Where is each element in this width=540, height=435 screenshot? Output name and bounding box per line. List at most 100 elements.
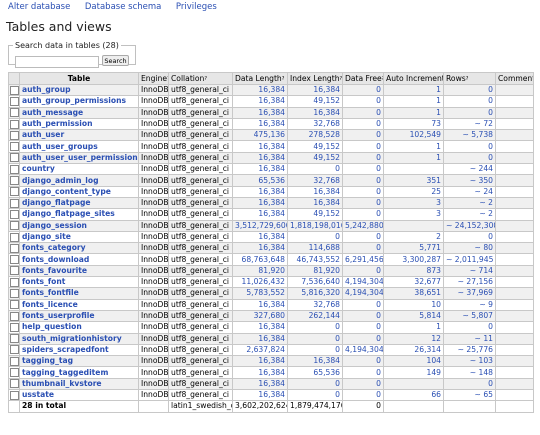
row-checkbox[interactable] [8,355,20,368]
index-length-link[interactable]: 32,768 [287,174,343,187]
auto-increment-link[interactable]: 5,771 [383,242,444,255]
help-icon[interactable]: ? [281,75,285,82]
table-name-link[interactable]: auth_permission [19,117,139,131]
data-length-link[interactable]: 16,384 [232,321,288,334]
index-length-link[interactable]: 0 [287,343,343,357]
data-length-link[interactable]: 475,136 [232,129,288,142]
index-length-link[interactable]: 0 [287,321,343,334]
rows-count-link[interactable]: ~ 24,152,300 [443,219,496,232]
search-button[interactable]: Search [102,55,129,66]
auto-increment-link[interactable]: 38,651 [383,287,444,300]
index-length-link[interactable]: 7,536,640 [287,276,343,289]
row-checkbox[interactable] [8,377,20,391]
index-length-link[interactable]: 81,920 [287,264,343,278]
checkbox-icon[interactable] [9,142,19,152]
privileges-link[interactable]: Privileges [175,2,217,12]
table-name-link[interactable]: django_content_type [19,185,139,198]
table-name-link[interactable]: auth_group [19,83,139,97]
auto-increment-link[interactable]: 2 [383,230,444,244]
rows-count-link[interactable]: ~ 350 [443,174,496,187]
auto-increment-link[interactable] [383,219,444,232]
auto-increment-link[interactable]: 104 [383,355,444,368]
auto-increment-link[interactable]: 32,677 [383,276,444,289]
data-length-link[interactable]: 3,512,729,600 [232,219,288,232]
checkbox-icon[interactable] [9,130,19,140]
auto-increment-link[interactable]: 351 [383,174,444,187]
auto-increment-link[interactable]: 26,314 [383,343,444,357]
table-name-link[interactable]: thumbnail_kvstore [19,377,139,391]
index-length-link[interactable]: 16,384 [287,185,343,198]
table-name-link[interactable]: fonts_licence [19,298,139,311]
checkbox-icon[interactable] [9,108,19,118]
rows-count-link[interactable]: ~ 11 [443,332,496,345]
rows-count-link[interactable]: ~ 72 [443,117,496,131]
index-length-link[interactable]: 0 [287,377,343,391]
auto-increment-link[interactable] [383,163,444,176]
index-length-link[interactable]: 262,144 [287,309,343,323]
index-length-link[interactable]: 32,768 [287,117,343,131]
search-input[interactable] [15,56,99,68]
auto-increment-link[interactable]: 1 [383,151,444,165]
checkbox-icon[interactable] [9,356,19,366]
auto-increment-link[interactable]: 3 [383,208,444,221]
auto-increment-link[interactable]: 10 [383,298,444,311]
index-length-link[interactable]: 49,152 [287,208,343,221]
rows-count-link[interactable]: 0 [443,377,496,391]
index-length-link[interactable]: 0 [287,389,343,402]
checkbox-icon[interactable] [9,119,19,129]
index-length-link[interactable]: 114,688 [287,242,343,255]
table-name-link[interactable]: tagging_taggeditem [19,366,139,379]
auto-increment-link[interactable]: 102,549 [383,129,444,142]
data-length-link[interactable]: 16,384 [232,140,288,153]
row-checkbox[interactable] [8,253,20,266]
row-checkbox[interactable] [8,83,20,97]
index-length-link[interactable]: 0 [287,163,343,176]
index-length-link[interactable]: 46,743,552 [287,253,343,266]
row-checkbox[interactable] [8,140,20,153]
checkbox-icon[interactable] [9,176,19,186]
rows-count-link[interactable]: ~ 65 [443,389,496,402]
index-length-link[interactable]: 5,816,320 [287,287,343,300]
auto-increment-link[interactable]: 1 [383,321,444,334]
table-name-link[interactable]: usstate [19,389,139,402]
checkbox-icon[interactable] [9,221,19,231]
rows-count-link[interactable]: ~ 2,011,945 [443,253,496,266]
row-checkbox[interactable] [8,185,20,198]
data-length-link[interactable]: 16,384 [232,117,288,131]
auto-increment-link[interactable]: 12 [383,332,444,345]
rows-count-link[interactable]: 0 [443,106,496,119]
table-name-link[interactable]: fonts_fontfile [19,287,139,300]
rows-count-link[interactable]: 0 [443,151,496,165]
data-length-link[interactable]: 16,384 [232,196,288,210]
checkbox-icon[interactable] [9,277,19,287]
row-checkbox[interactable] [8,366,20,379]
index-length-link[interactable]: 16,384 [287,106,343,119]
table-name-link[interactable]: django_session [19,219,139,232]
auto-increment-link[interactable]: 3,300,287 [383,253,444,266]
data-length-link[interactable]: 16,384 [232,366,288,379]
rows-count-link[interactable]: ~ 27,156 [443,276,496,289]
rows-count-link[interactable]: ~ 2 [443,208,496,221]
data-length-link[interactable]: 16,384 [232,208,288,221]
table-name-link[interactable]: django_flatpage [19,196,139,210]
row-checkbox[interactable] [8,332,20,345]
row-checkbox[interactable] [8,151,20,165]
data-length-link[interactable]: 68,763,648 [232,253,288,266]
row-checkbox[interactable] [8,208,20,221]
data-length-link[interactable]: 16,384 [232,185,288,198]
auto-increment-link[interactable]: 149 [383,366,444,379]
index-length-link[interactable]: 49,152 [287,95,343,108]
index-length-link[interactable]: 278,528 [287,129,343,142]
data-length-link[interactable]: 16,384 [232,95,288,108]
data-length-link[interactable]: 16,384 [232,355,288,368]
row-checkbox[interactable] [8,174,20,187]
checkbox-icon[interactable] [9,322,19,332]
table-name-link[interactable]: spiders_scrapedfont [19,343,139,357]
table-name-link[interactable]: south_migrationhistory [19,332,139,345]
row-checkbox[interactable] [8,95,20,108]
checkbox-icon[interactable] [9,96,19,106]
rows-count-link[interactable]: ~ 37,969 [443,287,496,300]
rows-count-link[interactable]: ~ 24 [443,185,496,198]
rows-count-link[interactable]: ~ 9 [443,298,496,311]
table-name-link[interactable]: country [19,163,139,176]
